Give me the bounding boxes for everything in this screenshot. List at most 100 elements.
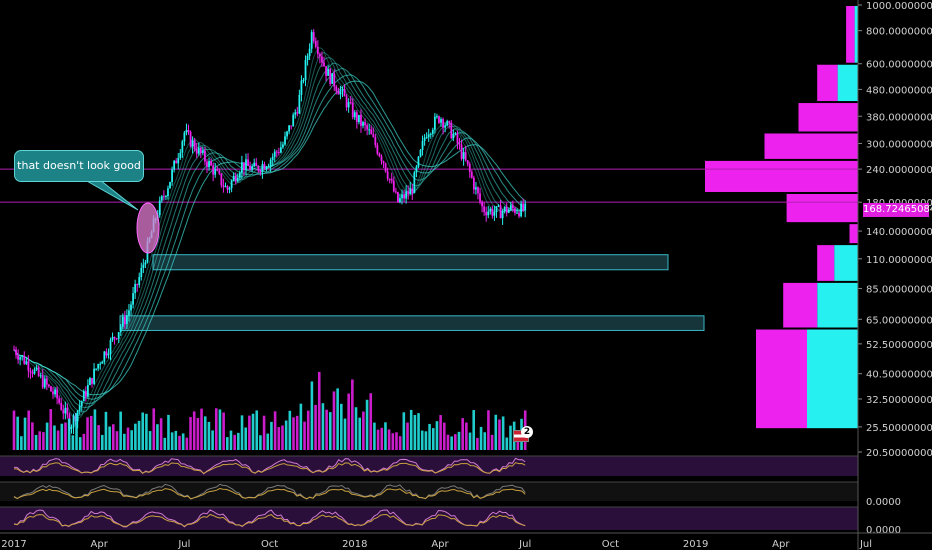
candle-body <box>507 209 510 213</box>
moving-average-line <box>13 67 526 405</box>
candle-body <box>169 181 171 189</box>
candle-body <box>394 191 397 193</box>
candle-body <box>251 166 254 171</box>
candle-body <box>415 166 418 173</box>
volume-bar <box>413 415 417 450</box>
candle-body <box>468 164 471 172</box>
candle-body <box>358 114 360 123</box>
volume-bar <box>226 437 229 450</box>
candle-body <box>48 384 50 387</box>
candle-body <box>126 315 128 325</box>
candle-body <box>353 112 356 118</box>
candle-body <box>97 364 100 369</box>
candle-body <box>107 353 110 356</box>
price-axis[interactable]: 1000.00000000 800.00000000 600.00000000 480… <box>857 0 932 550</box>
candle-body <box>411 188 414 194</box>
moving-average-line <box>13 51 526 417</box>
candle-body <box>160 196 163 201</box>
volume-bar <box>93 409 97 450</box>
candle-body <box>497 205 500 207</box>
candle-body <box>479 193 481 202</box>
volume-profile-sell <box>786 193 858 223</box>
candle-body <box>427 134 430 138</box>
candle-body <box>421 140 424 150</box>
candle-body <box>39 375 42 377</box>
candle-body <box>226 186 229 190</box>
candle-body <box>119 326 122 333</box>
volume-bar <box>420 430 424 450</box>
volume-bar <box>126 427 130 450</box>
volume-bar <box>435 421 439 450</box>
candle-body <box>142 264 145 268</box>
price-axis-label: 52.50000000 <box>866 340 932 351</box>
volume-bar <box>465 422 468 450</box>
candle-body <box>511 205 514 209</box>
candle-body <box>181 141 184 153</box>
volume-bar <box>174 430 178 450</box>
candle-body <box>191 140 194 147</box>
candle-body <box>518 212 520 217</box>
candle-body <box>339 90 342 95</box>
candle-body <box>362 122 364 126</box>
volume-bar <box>156 424 159 450</box>
moving-average-line <box>13 47 526 419</box>
candle-body <box>128 310 130 316</box>
candle-body <box>115 338 118 340</box>
candle-body <box>452 133 455 139</box>
candle-body <box>378 153 381 157</box>
volume-bar <box>71 435 75 450</box>
volume-bar <box>27 410 31 450</box>
candle-body <box>436 116 438 118</box>
volume-bar <box>395 432 398 450</box>
candle-body <box>325 66 327 76</box>
volume-profile-sell <box>817 64 838 102</box>
candle-body <box>179 152 182 158</box>
candle-body <box>185 129 188 133</box>
candle-body <box>271 156 274 160</box>
volume-bar <box>34 434 38 450</box>
volume-bar <box>270 421 273 450</box>
volume-bar <box>244 427 247 450</box>
volume-profile-sell <box>783 282 818 328</box>
candle-body <box>296 112 299 114</box>
candle-body <box>27 361 30 371</box>
candle-body <box>220 173 223 186</box>
volume-bar <box>317 371 321 450</box>
price-axis-label: 480.00000000 <box>866 85 932 96</box>
volume-bar <box>222 412 225 450</box>
volume-profile-sell <box>846 6 855 63</box>
volume-bar <box>104 411 108 450</box>
volume-bar <box>332 391 336 450</box>
candle-body <box>162 196 165 198</box>
volume-bar <box>152 408 156 450</box>
candle-body <box>370 129 373 135</box>
volume-bar <box>97 425 100 450</box>
candle-body <box>33 369 36 374</box>
candle-body <box>171 169 173 182</box>
volume-bar <box>12 410 16 450</box>
candle-body <box>25 361 28 364</box>
volume-bar <box>163 437 167 450</box>
time-axis-label: 2017 <box>1 539 26 550</box>
callout-annotation[interactable]: that doesn't look good <box>14 150 144 182</box>
candle-body <box>257 166 260 171</box>
candle-body <box>267 166 270 168</box>
time-axis-label: Oct <box>261 539 278 550</box>
current-price-label: 168.72465084 <box>863 203 932 217</box>
moving-average-line <box>13 62 526 409</box>
volume-bar <box>218 409 222 450</box>
candle-body <box>238 172 241 178</box>
volume-bar <box>255 410 259 450</box>
candle-body <box>284 136 286 145</box>
candle-body <box>349 102 352 104</box>
candle-body <box>52 391 54 395</box>
candle-body <box>300 80 303 95</box>
time-axis[interactable]: 2017 Apr Jul Oct 2018 Apr Jul Oct 2019 Apr Jul <box>0 532 932 550</box>
price-axis-label: 240.00000000 <box>866 165 932 176</box>
candle-body <box>495 206 498 213</box>
time-axis-label: Jul <box>177 539 190 550</box>
volume-profile-buy <box>817 282 858 328</box>
candle-body <box>384 163 387 172</box>
candle-body <box>409 188 412 195</box>
